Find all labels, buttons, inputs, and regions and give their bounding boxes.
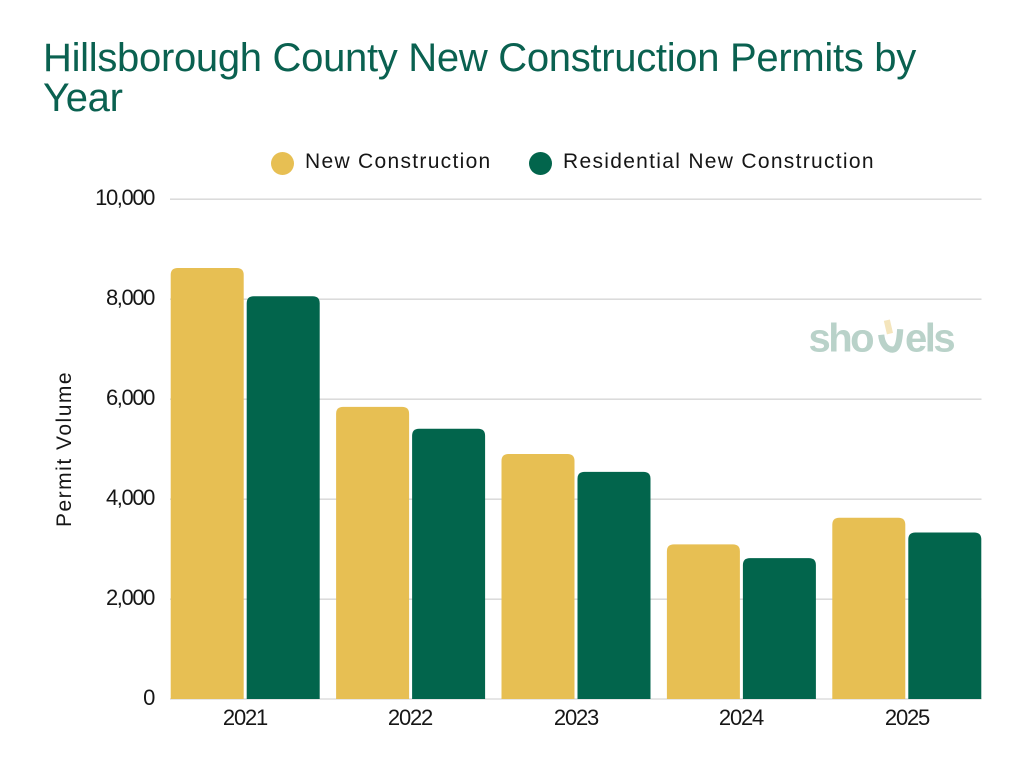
svg-text:els: els [905, 316, 954, 360]
svg-text:sho: sho [809, 316, 874, 360]
